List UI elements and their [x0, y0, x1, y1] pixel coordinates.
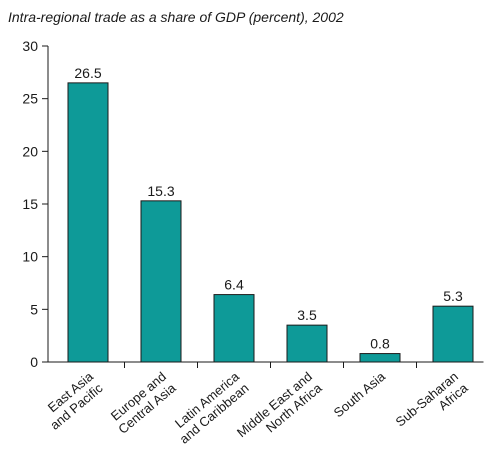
y-tick-label: 10: [22, 249, 38, 265]
data-label: 26.5: [74, 65, 101, 81]
bar: [286, 324, 328, 363]
axes: 0 5 10 15 20 25 30: [22, 38, 484, 370]
y-tick-label: 30: [22, 38, 38, 54]
bar: [213, 294, 255, 363]
y-tick-label: 20: [22, 143, 38, 159]
bar: [359, 353, 401, 363]
y-tick-label: 15: [22, 196, 38, 212]
bars: [67, 82, 474, 363]
data-label: 3.5: [297, 307, 317, 323]
x-tick-label-line: South Asia: [331, 368, 389, 420]
x-tick-label: South Asia: [331, 368, 389, 420]
bar: [67, 82, 109, 363]
y-tick-label: 0: [30, 354, 38, 370]
data-label: 6.4: [224, 277, 244, 293]
chart-title: Intra-regional trade as a share of GDP (…: [8, 9, 344, 25]
data-label: 5.3: [443, 288, 463, 304]
data-label: 15.3: [147, 183, 174, 199]
y-tick-label: 25: [22, 91, 38, 107]
bar: [140, 200, 182, 363]
data-label: 0.8: [370, 336, 390, 352]
y-tick-label: 5: [30, 301, 38, 317]
bar: [432, 305, 474, 363]
